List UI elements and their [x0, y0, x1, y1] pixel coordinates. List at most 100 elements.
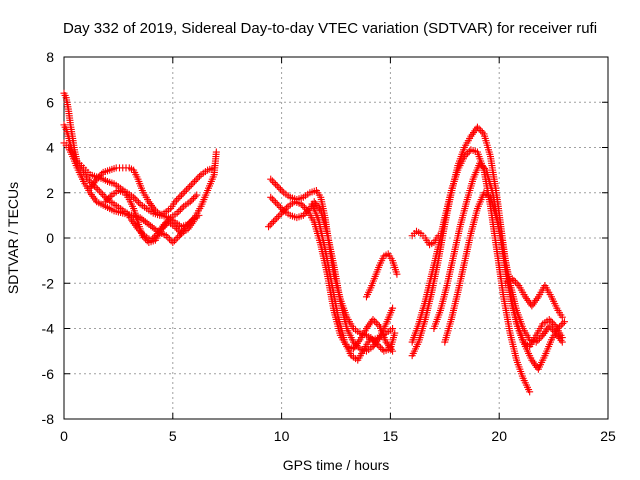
x-tick-label: 0 — [60, 428, 68, 444]
data-point — [212, 148, 220, 156]
data-point-interp — [172, 235, 180, 243]
data-point-interp — [547, 324, 555, 332]
data-point-interp — [99, 190, 107, 198]
data-point — [158, 225, 166, 233]
data-point-interp — [181, 188, 189, 196]
data-point-interp — [537, 333, 545, 341]
data-point-interp — [188, 196, 196, 204]
x-tick-label: 10 — [274, 428, 290, 444]
data-point-interp — [142, 235, 150, 243]
series-c4 — [441, 189, 566, 346]
data-point-interp — [194, 174, 202, 182]
y-tick-label: 8 — [46, 49, 54, 65]
data-point — [373, 340, 381, 348]
data-point-interp — [278, 187, 286, 195]
data-point — [391, 329, 399, 337]
data-point-interp — [277, 185, 285, 193]
data-point-interp — [173, 224, 181, 232]
data-point-interp — [477, 127, 485, 135]
data-point-interp — [174, 226, 182, 234]
data-point-interp — [547, 317, 555, 325]
data-point-interp — [174, 233, 182, 241]
data-point-interp — [550, 327, 558, 335]
data-point — [184, 184, 192, 192]
data-point-interp — [549, 326, 557, 334]
data-point-interp — [160, 223, 168, 231]
data-point — [186, 198, 194, 206]
data-point — [369, 315, 377, 323]
data-point — [367, 334, 375, 342]
data-point — [193, 191, 201, 199]
x-axis-label: GPS time / hours — [283, 457, 390, 473]
data-point-interp — [481, 164, 489, 172]
axis-ticks: 0 5 10 15 20 25 -8 -6 -4 -2 0 2 4 6 8 — [42, 49, 616, 444]
data-point — [97, 189, 105, 197]
data-point-interp — [195, 172, 203, 180]
data-point-interp — [95, 187, 103, 195]
data-point-interp — [556, 323, 564, 331]
data-points — [60, 89, 568, 396]
x-tick-label: 5 — [169, 428, 177, 444]
data-point-interp — [176, 206, 184, 214]
data-point — [101, 198, 109, 206]
data-point — [93, 175, 101, 183]
data-point — [191, 177, 199, 185]
data-point — [265, 223, 273, 231]
data-point-interp — [268, 195, 276, 203]
data-point-interp — [377, 344, 385, 352]
data-point-interp — [534, 336, 542, 344]
data-point — [560, 318, 568, 326]
data-point — [273, 200, 281, 208]
data-point — [473, 123, 481, 131]
data-point — [460, 153, 468, 161]
series-b5 — [362, 250, 401, 301]
series-b4 — [308, 200, 399, 364]
series-a4 — [86, 148, 220, 231]
data-point-interp — [370, 337, 378, 345]
data-point-interp — [512, 278, 520, 286]
data-point-interp — [133, 197, 141, 205]
data-point-interp — [475, 125, 483, 133]
y-tick-label: -8 — [42, 411, 55, 427]
data-point-interp — [300, 203, 308, 211]
data-point — [278, 209, 286, 217]
y-tick-label: 0 — [46, 230, 54, 246]
data-point — [389, 304, 397, 312]
chart-title: Day 332 of 2019, Sidereal Day-to-day VTE… — [63, 20, 597, 37]
data-point-interp — [269, 218, 277, 226]
data-point-interp — [462, 151, 470, 159]
data-point-interp — [105, 194, 113, 202]
data-point-interp — [173, 196, 181, 204]
y-axis-label: SDTVAR / TECUs — [5, 182, 21, 294]
data-point-interp — [100, 192, 108, 200]
data-point — [297, 200, 305, 208]
series-a1 — [60, 89, 218, 219]
data-point — [526, 388, 534, 396]
data-point — [554, 325, 562, 332]
data-point-interp — [96, 172, 104, 180]
data-point-interp — [191, 193, 199, 201]
data-point-interp — [277, 203, 285, 211]
data-point — [171, 198, 179, 206]
data-point — [171, 223, 179, 231]
y-tick-label: -4 — [42, 321, 55, 337]
data-point-interp — [161, 222, 169, 230]
data-point — [434, 232, 442, 240]
data-point-interp — [378, 345, 386, 353]
data-point-interp — [106, 193, 114, 201]
data-point — [267, 193, 275, 201]
data-point — [178, 191, 186, 199]
data-point-interp — [103, 196, 111, 204]
x-tick-label: 15 — [383, 428, 399, 444]
data-point-interp — [94, 185, 102, 193]
data-point — [545, 322, 553, 330]
data-point-interp — [299, 202, 307, 210]
data-point-interp — [186, 183, 194, 191]
data-point-interp — [94, 173, 102, 181]
data-point — [389, 325, 397, 332]
data-point-interp — [510, 276, 518, 284]
data-point — [558, 338, 566, 346]
data-point-interp — [268, 177, 276, 185]
data-point-interp — [268, 219, 276, 227]
